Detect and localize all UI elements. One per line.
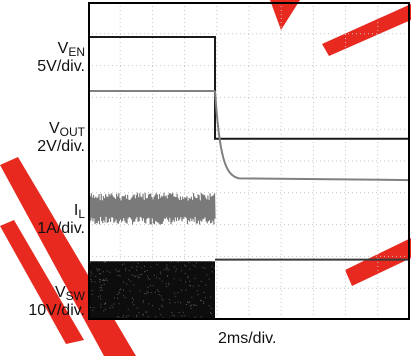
trace-vout <box>88 90 410 182</box>
plot-frame <box>88 2 410 320</box>
x-axis-label: 2ms/div. <box>218 330 277 347</box>
channel-label-ven: VEN 5V/div. <box>37 40 85 75</box>
trace-il-switching <box>88 192 216 225</box>
trace-vsw-noise <box>88 260 215 320</box>
channel-label-vsw: VSW 10V/div. <box>28 284 85 319</box>
trace-vsw <box>88 261 215 320</box>
trace-ven <box>88 35 410 140</box>
scope-plot <box>88 2 410 320</box>
channel-label-il: IL 1A/div. <box>37 202 85 237</box>
channel-label-vout: VOUT 2V/div. <box>37 120 85 155</box>
